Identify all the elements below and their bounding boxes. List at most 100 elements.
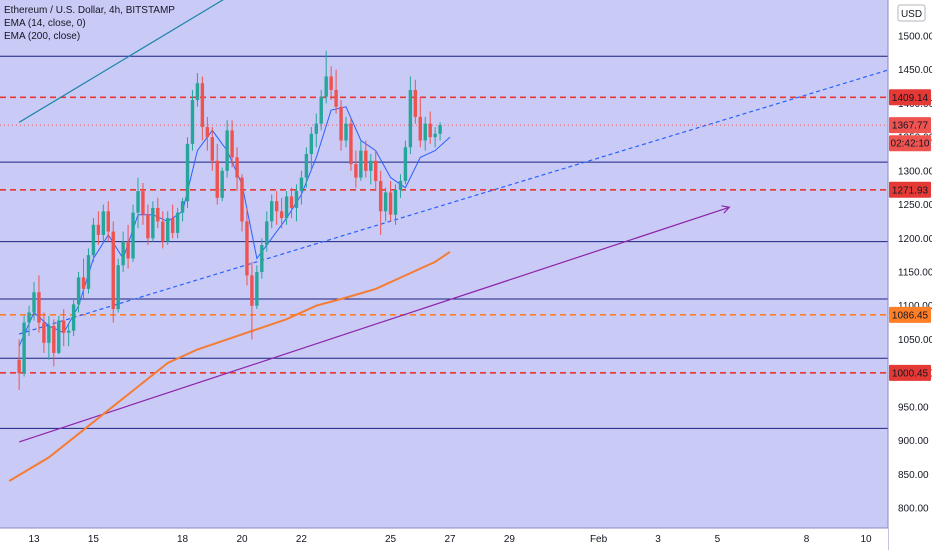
candle-body: [37, 292, 41, 323]
candle-body: [185, 143, 190, 202]
y-tick-label: 1450.00: [898, 65, 932, 76]
x-tick-label: 15: [88, 534, 100, 545]
candle-body: [156, 207, 160, 222]
candle-body: [349, 123, 353, 165]
candle-body: [111, 231, 115, 310]
x-tick-label: 20: [236, 534, 248, 545]
y-tick-label: 1300.00: [898, 166, 932, 177]
candle-body: [230, 130, 234, 158]
candle-body: [408, 89, 413, 148]
price-tag-box: [889, 89, 931, 106]
legend-symbol[interactable]: Ethereum / U.S. Dollar, 4h, BITSTAMP: [4, 5, 175, 16]
x-tick-label: 27: [444, 534, 456, 545]
candle-body: [220, 170, 224, 198]
candle-body: [309, 133, 314, 154]
candle-body: [413, 89, 418, 117]
candle-body: [101, 211, 106, 235]
moving-averages: [8, 106, 451, 482]
candle-body: [329, 76, 333, 90]
ema14-line: [18, 106, 451, 347]
candle-body: [418, 116, 422, 141]
candle-body: [339, 106, 343, 141]
currency-label: USD: [901, 9, 922, 20]
candle-body: [131, 212, 135, 259]
plot-area[interactable]: [0, 0, 888, 528]
candle-body: [354, 164, 358, 178]
candle-body: [32, 292, 36, 313]
x-tick-label: Feb: [590, 534, 608, 545]
y-tick-label: 800.00: [898, 504, 929, 515]
horizontal-levels: [0, 55, 888, 429]
price-tag-box: [889, 135, 931, 152]
candle-body: [299, 177, 304, 192]
candle-body: [27, 312, 31, 323]
candle-body: [166, 218, 170, 242]
price-tag-label: 1086.45: [892, 310, 929, 321]
price-tag-box: [889, 181, 931, 198]
time-axis[interactable]: [0, 528, 888, 550]
candle-body: [260, 245, 264, 272]
legend-ema200[interactable]: EMA (200, close): [4, 31, 81, 42]
candle-body: [359, 150, 363, 178]
candle-body: [195, 83, 200, 101]
x-tick-label: 25: [385, 534, 397, 545]
chart-legend[interactable]: Ethereum / U.S. Dollar, 4h, BITSTAMP EMA…: [4, 4, 175, 43]
candle-body: [71, 304, 76, 331]
x-tick-label: 5: [715, 534, 721, 545]
price-tag-label: 1000.45: [892, 368, 929, 379]
ema200-line: [8, 250, 451, 482]
candle-body: [161, 221, 165, 242]
candle-body: [245, 221, 249, 276]
candle-body: [240, 177, 244, 222]
candle-body: [57, 320, 61, 353]
x-tick-label: 18: [177, 534, 189, 545]
candle-body: [175, 212, 180, 233]
currency-badge[interactable]: USD: [897, 4, 926, 22]
trend-line-dashed-support: [18, 64, 905, 335]
candle-body: [215, 160, 219, 198]
price-tag-label: 1409.14: [892, 93, 929, 104]
candle-body: [205, 127, 210, 138]
candle-body: [180, 201, 185, 213]
candle-body: [136, 191, 140, 213]
candle-body: [383, 192, 388, 212]
price-tag-label: 1271.93: [892, 185, 929, 196]
candle-body: [126, 241, 130, 259]
candle-body: [235, 157, 239, 178]
candle-body: [398, 180, 403, 190]
candlesticks: [17, 50, 442, 390]
price-tags: 1409.14 1367.77 02:42:10 1271.93 1086.45 1000…: [889, 89, 931, 381]
price-tag-box: [889, 117, 931, 134]
candle-body: [106, 211, 110, 232]
y-tick-label: 950.00: [898, 402, 929, 413]
candle-body: [319, 96, 323, 124]
candle-body: [265, 221, 269, 246]
price-tag-box: [889, 306, 931, 323]
x-tick-label: 8: [804, 534, 810, 545]
candle-body: [270, 201, 274, 222]
candle-body: [210, 137, 214, 161]
y-tick-label: 1250.00: [898, 200, 932, 211]
x-axis-ticks: 13 15 18 20 22 25 27 29 Feb 3 5 8 10: [28, 534, 872, 545]
candle-body: [374, 160, 378, 181]
price-tag-label: 02:42:10: [891, 139, 930, 150]
y-tick-label: 1150.00: [898, 268, 932, 279]
legend-ema14[interactable]: EMA (14, close, 0): [4, 18, 86, 29]
x-tick-label: 13: [28, 534, 40, 545]
candle-body: [170, 218, 175, 233]
x-tick-label: 29: [504, 534, 516, 545]
candle-body: [86, 255, 91, 289]
candle-body: [289, 196, 294, 208]
candle-body: [294, 191, 299, 208]
candle-body: [274, 201, 279, 212]
candle-body: [62, 320, 66, 333]
trend-arrow-head: [721, 205, 731, 214]
candle-body: [151, 207, 155, 239]
candle-body: [52, 325, 56, 353]
y-tick-label: 1100.00: [898, 301, 932, 312]
candle-body: [47, 325, 51, 343]
trend-lines: [18, 0, 905, 443]
candle-body: [121, 241, 125, 266]
x-tick-label: 3: [655, 534, 661, 545]
